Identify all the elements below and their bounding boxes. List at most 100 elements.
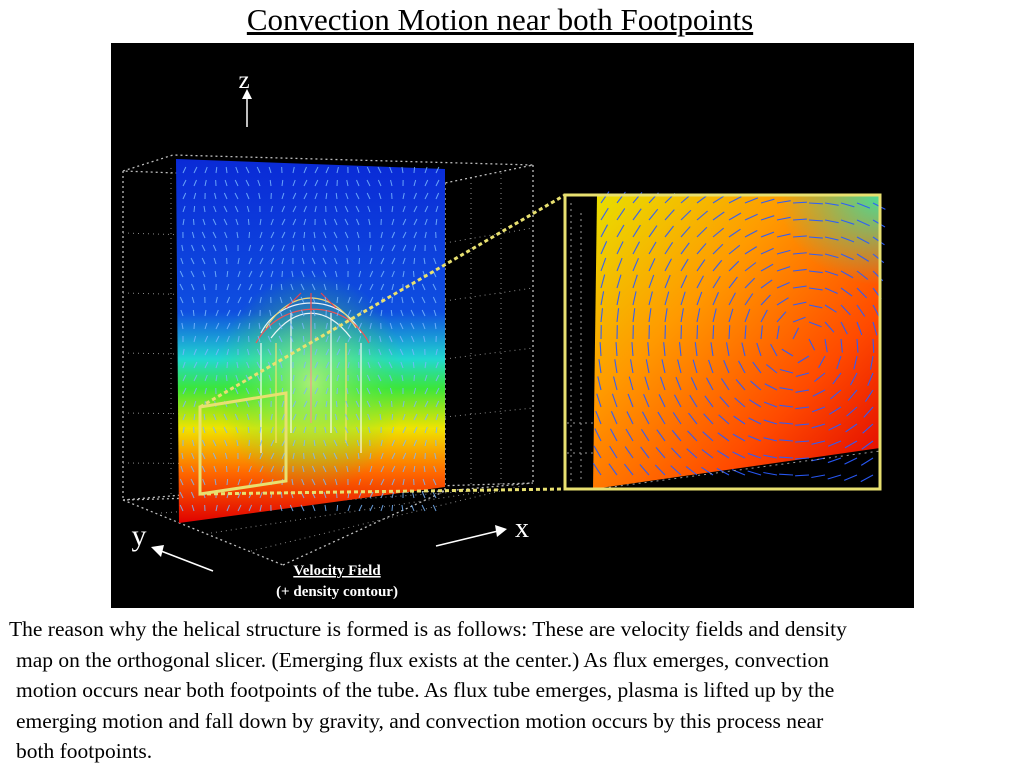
velocity-vector xyxy=(435,205,439,213)
velocity-vector xyxy=(389,166,393,174)
velocity-vector xyxy=(258,192,261,200)
velocity-vector xyxy=(201,231,206,239)
velocity-vector xyxy=(334,426,338,434)
velocity-vector xyxy=(303,374,307,382)
velocity-vector xyxy=(413,426,418,434)
velocity-vector-zoom xyxy=(689,394,698,408)
velocity-vector xyxy=(279,296,283,304)
velocity-vector xyxy=(281,231,286,239)
axis-z xyxy=(242,89,252,127)
velocity-vector xyxy=(259,491,263,499)
velocity-vector xyxy=(237,322,241,330)
velocity-vector xyxy=(235,426,239,434)
velocity-vector xyxy=(226,309,231,317)
velocity-vector xyxy=(182,387,187,395)
velocity-vector-zoom xyxy=(856,236,870,244)
velocity-vector-zoom xyxy=(824,236,839,241)
velocity-vector xyxy=(433,465,437,473)
velocity-vector-zoom xyxy=(643,393,650,408)
velocity-vector xyxy=(421,504,426,512)
velocity-vector xyxy=(193,374,198,382)
velocity-vector xyxy=(182,374,187,382)
velocity-vector xyxy=(215,296,218,304)
velocity-vector xyxy=(248,478,253,486)
velocity-vector xyxy=(369,465,373,473)
velocity-vector xyxy=(358,504,363,512)
velocity-vector-zoom xyxy=(795,389,810,393)
velocity-vector-zoom xyxy=(702,431,714,442)
velocity-vector xyxy=(424,439,427,447)
velocity-vector xyxy=(268,322,272,330)
velocity-vector xyxy=(270,452,275,460)
velocity-vector xyxy=(258,322,261,330)
velocity-vector-zoom xyxy=(760,294,771,306)
velocity-vector xyxy=(335,192,338,200)
velocity-vector-zoom xyxy=(639,464,650,476)
velocity-vector xyxy=(180,309,184,317)
velocity-vector xyxy=(344,231,349,239)
velocity-vector xyxy=(314,400,318,408)
velocity-vector-zoom xyxy=(856,270,869,280)
velocity-vector-zoom xyxy=(648,208,659,221)
velocity-vector-zoom xyxy=(648,274,655,289)
velocity-vector xyxy=(237,283,242,291)
velocity-vector xyxy=(245,400,250,408)
velocity-vector xyxy=(399,348,404,356)
velocity-vector-zoom xyxy=(728,244,741,255)
velocity-vector xyxy=(435,192,440,200)
velocity-vector xyxy=(270,270,274,278)
velocity-vector xyxy=(336,309,340,317)
velocity-vector xyxy=(391,491,395,499)
velocity-vector-zoom xyxy=(640,429,650,442)
velocity-vector xyxy=(226,322,231,330)
velocity-vector xyxy=(402,257,406,265)
velocity-vector xyxy=(248,270,253,278)
velocity-vector xyxy=(311,283,316,291)
velocity-vector xyxy=(391,283,395,291)
velocity-vector xyxy=(358,478,361,486)
velocity-vector-zoom xyxy=(632,208,642,221)
velocity-vector xyxy=(246,205,250,213)
velocity-vector-zoom xyxy=(659,376,666,391)
velocity-vector-zoom xyxy=(856,287,868,299)
velocity-vector xyxy=(191,231,195,239)
velocity-vector xyxy=(202,270,206,278)
velocity-vector xyxy=(422,322,426,330)
velocity-vector xyxy=(388,348,393,356)
velocity-vector-zoom xyxy=(708,359,714,374)
velocity-vector xyxy=(237,478,241,486)
velocity-vector-zoom xyxy=(840,321,848,335)
velocity-vector xyxy=(267,335,272,343)
velocity-vector xyxy=(391,504,394,512)
velocity-vector-zoom xyxy=(853,355,858,370)
velocity-vector-zoom xyxy=(611,393,618,408)
velocity-vector xyxy=(193,205,196,213)
velocity-vector-zoom xyxy=(824,338,828,353)
velocity-vector-zoom xyxy=(828,406,842,415)
velocity-vector xyxy=(380,283,385,291)
velocity-vector xyxy=(378,348,382,356)
velocity-vector xyxy=(399,322,404,330)
velocity-vector xyxy=(226,296,231,304)
velocity-vector xyxy=(289,322,294,330)
velocity-vector xyxy=(191,296,195,304)
velocity-vector xyxy=(225,244,228,252)
velocity-vector xyxy=(377,361,382,369)
velocity-vector-zoom xyxy=(744,262,757,272)
velocity-vector xyxy=(281,179,284,187)
velocity-vector xyxy=(413,413,418,421)
velocity-vector xyxy=(413,400,417,408)
velocity-vector xyxy=(333,244,338,252)
velocity-vector xyxy=(302,244,305,252)
velocity-vector-zoom xyxy=(844,457,858,465)
velocity-vector-zoom xyxy=(712,243,724,255)
velocity-vector xyxy=(356,231,360,239)
velocity-vector-zoom xyxy=(847,389,858,401)
velocity-vector-zoom xyxy=(688,412,698,425)
velocity-vector-zoom xyxy=(728,196,742,204)
velocity-vector-zoom xyxy=(860,474,874,483)
velocity-vector-zoom xyxy=(723,360,730,374)
velocity-vector-zoom xyxy=(696,308,701,323)
velocity-vector xyxy=(380,504,384,512)
velocity-vector xyxy=(270,439,275,447)
